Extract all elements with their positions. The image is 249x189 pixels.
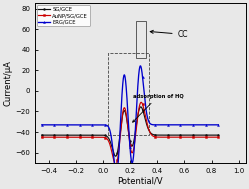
SG/GCE: [213, 134, 216, 136]
Legend: SG/GCE, AuNP/SG/GCE, ERG/GCE: SG/GCE, AuNP/SG/GCE, ERG/GCE: [37, 5, 90, 26]
ERG/GCE: [139, 65, 142, 67]
Line: AuNP/SG/GCE: AuNP/SG/GCE: [41, 101, 219, 166]
SG/GCE: [139, 106, 142, 108]
SG/GCE: [108, 139, 111, 141]
Bar: [136, 21, 146, 58]
Text: adsorption of HQ: adsorption of HQ: [133, 94, 184, 122]
SG/GCE: [61, 134, 63, 136]
ERG/GCE: [116, 170, 119, 172]
Text: CC: CC: [150, 30, 188, 39]
SG/GCE: [217, 134, 220, 136]
ERG/GCE: [71, 124, 74, 126]
X-axis label: Potential/V: Potential/V: [118, 177, 163, 186]
AuNP/SG/GCE: [114, 164, 117, 166]
Bar: [108, 53, 149, 135]
SG/GCE: [116, 152, 119, 154]
AuNP/SG/GCE: [140, 101, 143, 103]
ERG/GCE: [108, 128, 111, 130]
SG/GCE: [71, 134, 74, 136]
SG/GCE: [40, 134, 43, 136]
AuNP/SG/GCE: [61, 136, 63, 138]
AuNP/SG/GCE: [40, 136, 43, 138]
ERG/GCE: [40, 124, 43, 126]
ERG/GCE: [213, 124, 216, 126]
AuNP/SG/GCE: [213, 136, 216, 138]
AuNP/SG/GCE: [194, 136, 197, 138]
ERG/GCE: [115, 172, 118, 174]
AuNP/SG/GCE: [116, 160, 119, 163]
SG/GCE: [194, 134, 197, 136]
Line: ERG/GCE: ERG/GCE: [41, 65, 219, 174]
AuNP/SG/GCE: [217, 136, 220, 138]
Y-axis label: Current/μA: Current/μA: [3, 60, 12, 106]
AuNP/SG/GCE: [71, 136, 74, 138]
ERG/GCE: [194, 124, 197, 126]
Line: SG/GCE: SG/GCE: [41, 106, 219, 157]
ERG/GCE: [217, 124, 220, 126]
ERG/GCE: [61, 124, 63, 126]
SG/GCE: [114, 155, 117, 157]
AuNP/SG/GCE: [108, 142, 111, 144]
